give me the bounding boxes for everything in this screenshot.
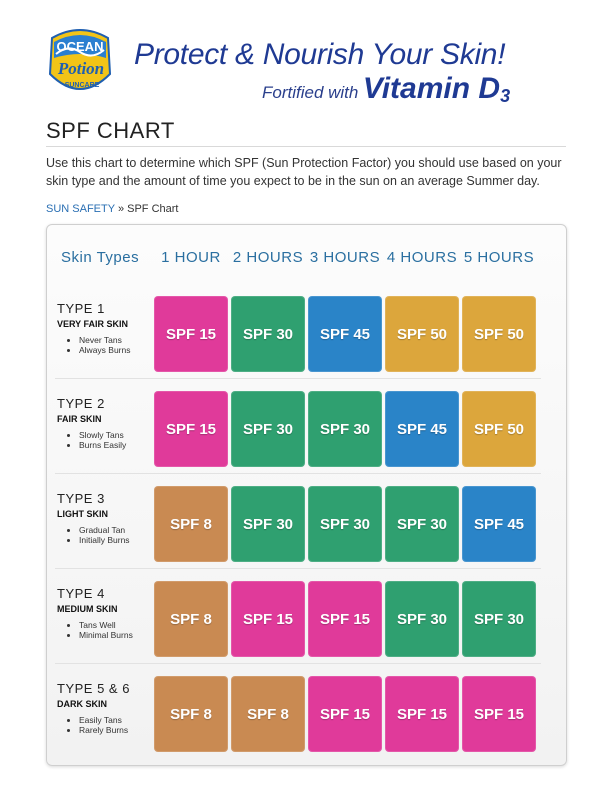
spf-cell: SPF 15 [308,581,382,657]
skin-type-label: TYPE 2 FAIR SKIN Slowly TansBurns Easily [57,396,157,450]
intro-paragraph: Use this chart to determine which SPF (S… [46,156,562,188]
title-divider [46,146,566,147]
spf-cell: SPF 15 [231,581,305,657]
skin-type-label: TYPE 3 LIGHT SKIN Gradual TanInitially Bur… [57,491,157,545]
skin-notes-list: Never TansAlways Burns [57,335,157,355]
skin-notes-list: Slowly TansBurns Easily [57,430,157,450]
ocean-potion-logo: OCEAN Potion SUNCARE [44,24,116,100]
spf-cell: SPF 30 [462,581,536,657]
spf-cell: SPF 30 [385,486,459,562]
skin-tone-label: FAIR SKIN [57,414,102,424]
spf-cell: SPF 30 [231,486,305,562]
skin-note-item: Never Tans [79,335,157,345]
page-title: SPF CHART [46,118,175,143]
skin-note-item: Tans Well [79,620,157,630]
spf-cell: SPF 15 [308,676,382,752]
spf-cell: SPF 15 [154,391,228,467]
spf-cell: SPF 45 [308,296,382,372]
breadcrumb-separator: » [117,203,125,215]
skin-type-name: TYPE 1 [57,301,105,316]
skin-note-item: Rarely Burns [79,725,157,735]
skin-type-name: TYPE 2 [57,396,105,411]
vitamin-subscript: 3 [500,86,511,107]
skin-note-item: Gradual Tan [79,525,157,535]
skin-type-row: TYPE 1 VERY FAIR SKIN Never TansAlways Bur… [47,291,566,386]
skin-note-item: Easily Tans [79,715,157,725]
column-header-5-hours: 5 HOURS [463,249,535,266]
skin-note-item: Slowly Tans [79,430,157,440]
skin-note-item: Minimal Burns [79,630,157,640]
spf-cell: SPF 15 [385,676,459,752]
spf-cell: SPF 8 [154,486,228,562]
spf-cell: SPF 30 [231,391,305,467]
skin-type-label: TYPE 4 MEDIUM SKIN Tans WellMinimal Burns [57,586,157,640]
skin-type-label: TYPE 5 & 6 DARK SKIN Easily TansRarely Bur… [57,681,157,735]
skin-tone-label: DARK SKIN [57,699,108,709]
headline: Protect & Nourish Your Skin! [134,38,506,71]
row-divider [55,663,541,664]
spf-cell: SPF 30 [308,391,382,467]
skin-type-name: TYPE 5 & 6 [57,681,130,696]
column-header-4-hours: 4 HOURS [386,249,458,266]
row-divider [55,378,541,379]
spf-cell: SPF 50 [462,296,536,372]
logo-badge-icon: OCEAN Potion SUNCARE [48,29,112,90]
row-divider [55,568,541,569]
spf-cell: SPF 8 [231,676,305,752]
skin-type-row: TYPE 5 & 6 DARK SKIN Easily TansRarely Bur… [47,671,566,766]
skin-type-row: TYPE 3 LIGHT SKIN Gradual TanInitially Bur… [47,481,566,576]
spf-cell: SPF 50 [385,296,459,372]
breadcrumb-current: SPF Chart [127,203,179,215]
spf-cell: SPF 15 [462,676,536,752]
skin-types-header: Skin Types [61,249,140,266]
skin-type-name: TYPE 3 [57,491,105,506]
row-divider [55,473,541,474]
skin-tone-label: MEDIUM SKIN [57,604,118,614]
spf-cell: SPF 45 [385,391,459,467]
spf-cell: SPF 45 [462,486,536,562]
skin-type-name: TYPE 4 [57,586,105,601]
logo-word-suncare: SUNCARE [65,82,100,89]
fortified-line: Fortified with Vitamin D3 [262,72,604,113]
breadcrumb: SUN SAFETY » SPF Chart [46,203,178,215]
skin-tone-label: VERY FAIR SKIN [57,319,129,329]
spf-cell: SPF 30 [231,296,305,372]
skin-notes-list: Tans WellMinimal Burns [57,620,157,640]
logo-word-potion: Potion [57,59,104,78]
fortified-text: Fortified with [262,83,359,102]
breadcrumb-sun-safety-link[interactable]: SUN SAFETY [46,203,115,215]
vitamin-text: Vitamin D [362,72,501,105]
spf-chart-panel: Skin Types 1 HOUR 2 HOURS 3 HOURS 4 HOUR… [46,224,567,766]
spf-cell: SPF 8 [154,676,228,752]
tagline: Protect & Nourish Your Skin! Fortified w… [134,38,604,113]
column-header-3-hours: 3 HOURS [309,249,381,266]
skin-note-item: Initially Burns [79,535,157,545]
spf-cell: SPF 30 [385,581,459,657]
spf-cell: SPF 8 [154,581,228,657]
spf-cell: SPF 50 [462,391,536,467]
skin-note-item: Burns Easily [79,440,157,450]
skin-notes-list: Easily TansRarely Burns [57,715,157,735]
skin-notes-list: Gradual TanInitially Burns [57,525,157,545]
skin-note-item: Always Burns [79,345,157,355]
skin-tone-label: LIGHT SKIN [57,509,108,519]
skin-type-label: TYPE 1 VERY FAIR SKIN Never TansAlways Bur… [57,301,157,355]
spf-cell: SPF 15 [154,296,228,372]
spf-cell: SPF 30 [308,486,382,562]
logo-word-ocean: OCEAN [57,39,104,54]
column-header-2-hours: 2 HOURS [232,249,304,266]
column-header-1-hour: 1 HOUR [161,249,221,266]
